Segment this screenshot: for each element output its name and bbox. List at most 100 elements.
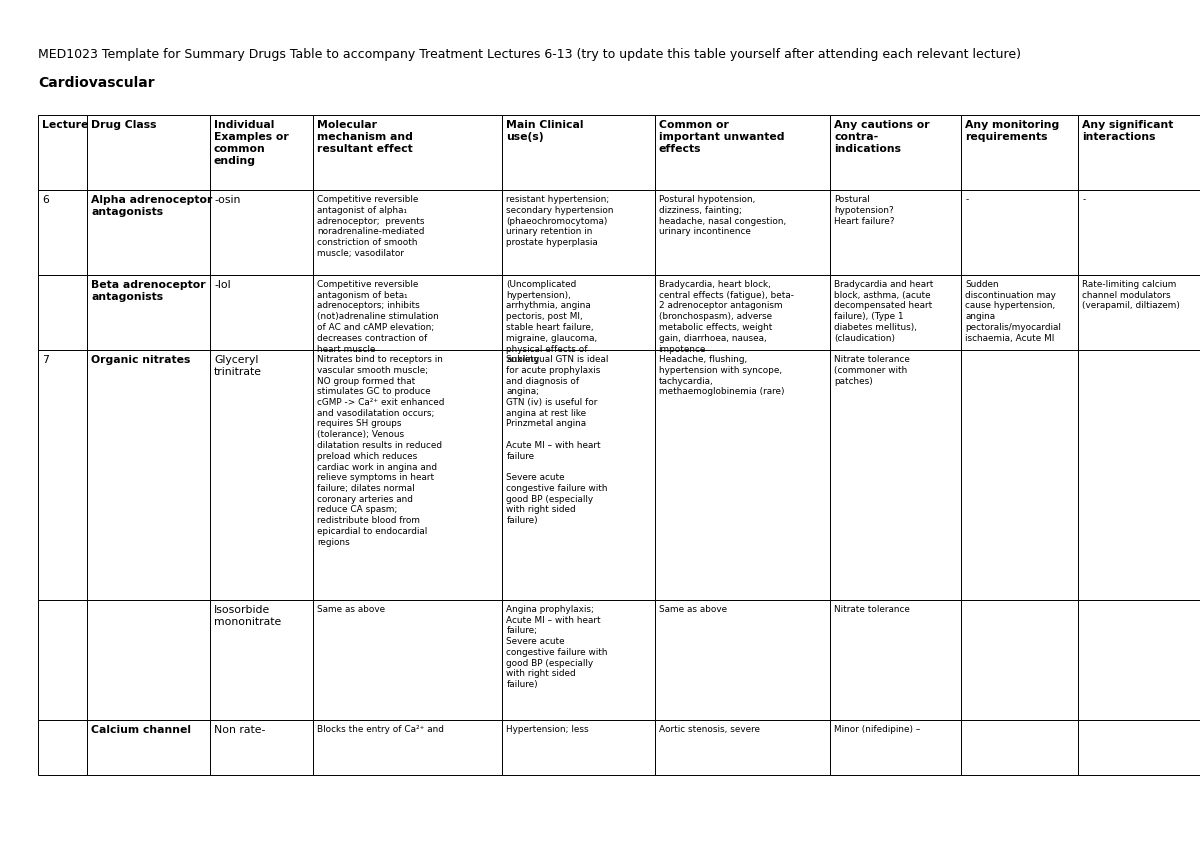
Text: Angina prophylaxis;
Acute MI – with heart
failure;
Severe acute
congestive failu: Angina prophylaxis; Acute MI – with hear… xyxy=(506,605,608,689)
Bar xyxy=(503,115,654,190)
Text: -: - xyxy=(1082,195,1085,204)
Bar xyxy=(1078,275,1200,350)
Bar xyxy=(830,275,961,350)
Bar xyxy=(1078,350,1200,600)
Text: Lecture: Lecture xyxy=(42,120,89,130)
Bar xyxy=(313,275,503,350)
Text: Organic nitrates: Organic nitrates xyxy=(91,355,191,365)
Text: Bradycardia, heart block,
central effects (fatigue), beta-
2 adrenoceptor antago: Bradycardia, heart block, central effect… xyxy=(659,280,793,354)
Bar xyxy=(1078,190,1200,275)
Bar xyxy=(210,275,313,350)
Text: Cardiovascular: Cardiovascular xyxy=(38,76,155,90)
Bar xyxy=(830,600,961,720)
Text: Main Clinical
use(s): Main Clinical use(s) xyxy=(506,120,584,142)
Bar xyxy=(503,720,654,775)
Bar xyxy=(830,115,961,190)
Text: Competitive reversible
antagonism of beta₁
adrenoceptors; inhibits
(not)adrenali: Competitive reversible antagonism of bet… xyxy=(317,280,439,354)
Bar xyxy=(503,600,654,720)
Bar xyxy=(38,115,88,190)
Bar xyxy=(38,600,88,720)
Text: Blocks the entry of Ca²⁺ and: Blocks the entry of Ca²⁺ and xyxy=(317,725,444,734)
Text: Same as above: Same as above xyxy=(317,605,385,614)
Bar xyxy=(210,115,313,190)
Text: Bradycardia and heart
block, asthma, (acute
decompensated heart
failure), (Type : Bradycardia and heart block, asthma, (ac… xyxy=(834,280,934,343)
Text: Aortic stenosis, severe: Aortic stenosis, severe xyxy=(659,725,760,734)
Bar xyxy=(830,720,961,775)
Bar xyxy=(88,115,210,190)
Text: Calcium channel: Calcium channel xyxy=(91,725,191,735)
Text: -: - xyxy=(965,195,968,204)
Bar xyxy=(830,190,961,275)
Bar xyxy=(503,350,654,600)
Bar xyxy=(654,115,830,190)
Text: Common or
important unwanted
effects: Common or important unwanted effects xyxy=(659,120,784,154)
Bar xyxy=(38,190,88,275)
Bar xyxy=(654,275,830,350)
Bar xyxy=(961,115,1078,190)
Text: 7: 7 xyxy=(42,355,49,365)
Bar xyxy=(210,600,313,720)
Text: Hypertension; less: Hypertension; less xyxy=(506,725,589,734)
Text: Competitive reversible
antagonist of alpha₁
adrenoceptor;  prevents
noradrenalin: Competitive reversible antagonist of alp… xyxy=(317,195,425,258)
Text: Isosorbide
mononitrate: Isosorbide mononitrate xyxy=(214,605,281,627)
Bar xyxy=(88,275,210,350)
Bar xyxy=(654,600,830,720)
Bar xyxy=(313,720,503,775)
Bar xyxy=(1078,720,1200,775)
Text: Postural
hypotension?
Heart failure?: Postural hypotension? Heart failure? xyxy=(834,195,894,226)
Bar xyxy=(961,600,1078,720)
Text: (Uncomplicated
hypertension),
arrhythmia, angina
pectoris, post MI,
stable heart: (Uncomplicated hypertension), arrhythmia… xyxy=(506,280,598,365)
Text: Minor (nifedipine) –: Minor (nifedipine) – xyxy=(834,725,920,734)
Bar xyxy=(961,720,1078,775)
Text: Glyceryl
trinitrate: Glyceryl trinitrate xyxy=(214,355,262,377)
Text: Sublingual GTN is ideal
for acute prophylaxis
and diagnosis of
angina;
GTN (iv) : Sublingual GTN is ideal for acute prophy… xyxy=(506,355,608,525)
Bar xyxy=(210,350,313,600)
Bar xyxy=(654,350,830,600)
Text: Any cautions or
contra-
indications: Any cautions or contra- indications xyxy=(834,120,930,154)
Bar xyxy=(654,190,830,275)
Bar xyxy=(88,600,210,720)
Bar xyxy=(1078,115,1200,190)
Text: Drug Class: Drug Class xyxy=(91,120,157,130)
Text: Sudden
discontinuation may
cause hypertension,
angina
pectoralis/myocardial
isch: Sudden discontinuation may cause hyperte… xyxy=(965,280,1061,343)
Bar xyxy=(961,275,1078,350)
Text: Any monitoring
requirements: Any monitoring requirements xyxy=(965,120,1060,142)
Bar xyxy=(654,720,830,775)
Text: resistant hypertension;
secondary hypertension
(phaeochromocytoma)
urinary reten: resistant hypertension; secondary hypert… xyxy=(506,195,614,247)
Text: Postural hypotension,
dizziness, fainting;
headache, nasal congestion,
urinary i: Postural hypotension, dizziness, faintin… xyxy=(659,195,786,237)
Bar xyxy=(38,275,88,350)
Bar xyxy=(313,600,503,720)
Bar xyxy=(503,275,654,350)
Bar xyxy=(38,350,88,600)
Text: -osin: -osin xyxy=(214,195,240,205)
Text: Nitrate tolerance: Nitrate tolerance xyxy=(834,605,910,614)
Text: Alpha adrenoceptor
antagonists: Alpha adrenoceptor antagonists xyxy=(91,195,212,217)
Text: Same as above: Same as above xyxy=(659,605,727,614)
Text: Nitrates bind to receptors in
vascular smooth muscle;
NO group formed that
stimu: Nitrates bind to receptors in vascular s… xyxy=(317,355,444,547)
Bar xyxy=(313,190,503,275)
Text: MED1023 Template for Summary Drugs Table to accompany Treatment Lectures 6-13 (t: MED1023 Template for Summary Drugs Table… xyxy=(38,48,1021,61)
Bar xyxy=(88,350,210,600)
Bar xyxy=(210,720,313,775)
Bar xyxy=(88,190,210,275)
Text: 6: 6 xyxy=(42,195,49,205)
Text: Any significant
interactions: Any significant interactions xyxy=(1082,120,1174,142)
Bar xyxy=(313,350,503,600)
Text: Rate-limiting calcium
channel modulators
(verapamil, diltiazem): Rate-limiting calcium channel modulators… xyxy=(1082,280,1180,310)
Text: Non rate-: Non rate- xyxy=(214,725,265,735)
Bar xyxy=(38,720,88,775)
Text: Beta adrenoceptor
antagonists: Beta adrenoceptor antagonists xyxy=(91,280,205,302)
Bar xyxy=(503,190,654,275)
Bar xyxy=(830,350,961,600)
Text: Individual
Examples or
common
ending: Individual Examples or common ending xyxy=(214,120,289,166)
Bar xyxy=(210,190,313,275)
Bar xyxy=(961,350,1078,600)
Text: Nitrate tolerance
(commoner with
patches): Nitrate tolerance (commoner with patches… xyxy=(834,355,910,386)
Bar xyxy=(961,190,1078,275)
Bar xyxy=(313,115,503,190)
Text: Headache, flushing,
hypertension with syncope,
tachycardia,
methaemoglobinemia (: Headache, flushing, hypertension with sy… xyxy=(659,355,784,396)
Bar xyxy=(1078,600,1200,720)
Bar xyxy=(88,720,210,775)
Text: -lol: -lol xyxy=(214,280,230,290)
Text: Molecular
mechanism and
resultant effect: Molecular mechanism and resultant effect xyxy=(317,120,413,154)
